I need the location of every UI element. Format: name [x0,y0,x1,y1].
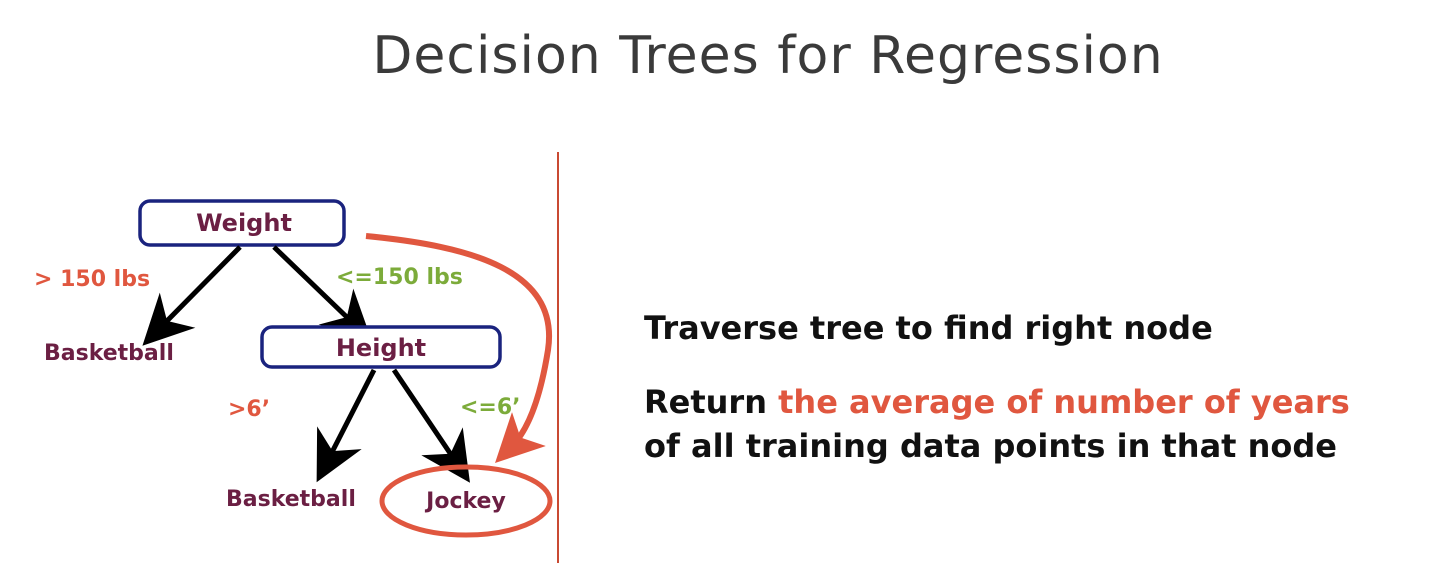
left-leaf-label: Basketball [44,341,174,366]
inner-right-leaf-label: Jockey [424,489,506,514]
slide-title: Decision Trees for Regression [372,26,1164,86]
weight-node-box [138,199,346,247]
root-right-edge-label: <=150 lbs [336,265,463,290]
inner-right-edge-arrow [391,368,470,483]
height-node-box [260,325,502,369]
jockey-highlight-ellipse [379,464,553,538]
explanation-line-2: Return the average of number of years [644,380,1350,424]
inner-left-edge-arrow [316,368,377,483]
explanation-line-1: Traverse tree to find right node [644,309,1213,347]
root-left-edge-arrow [142,245,242,346]
root-left-edge-label: > 150 lbs [34,267,150,292]
inner-left-edge-label: >6’ [228,397,270,422]
root-right-edge-arrow [272,245,373,342]
traversal-arrow [365,233,553,463]
inner-right-edge-label: <=6’ [460,395,521,420]
inner-left-leaf-label: Basketball [226,487,356,512]
weight-node-label: Weight [196,209,292,237]
explanation-line-2-prefix: Return [644,383,779,421]
explanation-line-2-highlight: the average of number of years [778,383,1350,421]
height-node-label: Height [336,334,426,362]
explanation-line-3: of all training data points in that node [644,427,1337,465]
